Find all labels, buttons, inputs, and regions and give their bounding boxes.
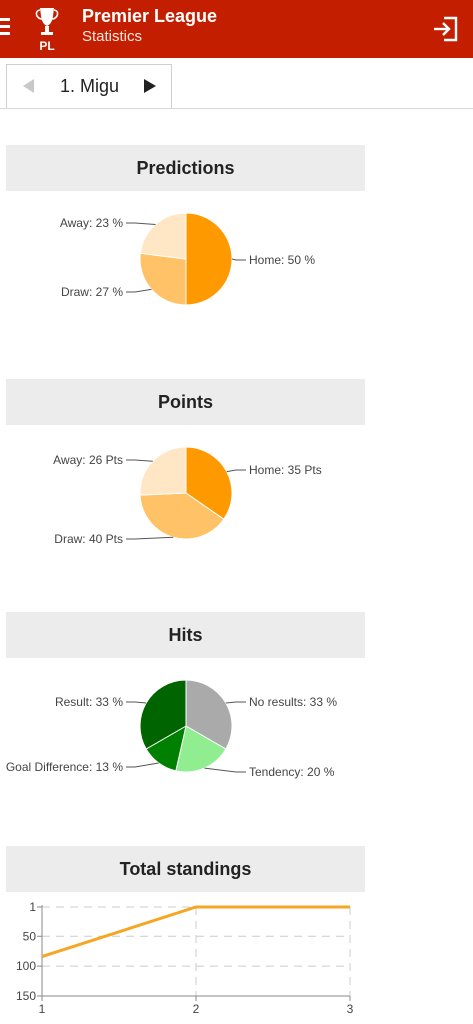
- slice-leader-line: [231, 258, 246, 261]
- app-subtitle: Statistics: [82, 28, 143, 45]
- tab-label: 1. Migu: [60, 76, 120, 96]
- standings-header: Total standings: [6, 846, 365, 892]
- trophy-icon: PL: [35, 8, 59, 52]
- slice-label: Away: 26 Pts: [53, 453, 123, 467]
- logo-text: PL: [39, 39, 54, 52]
- slice-label: Away: 23 %: [60, 216, 123, 230]
- points-pie-chart: Home: 35 Pts Draw: 40 Pts Away: 26 Pts: [53, 446, 322, 546]
- slice-label: No results: 33 %: [249, 695, 337, 709]
- pie-slice: [139, 446, 187, 496]
- y-tick-label: 100: [16, 959, 36, 973]
- tab-bar: 1. Migu: [0, 58, 473, 109]
- pie-slice: [139, 252, 187, 306]
- hits-header: Hits: [6, 612, 365, 658]
- slice-label: Draw: 40 Pts: [54, 532, 123, 546]
- slice-leader-line: [126, 222, 156, 225]
- slice-label: Tendency: 20 %: [249, 765, 335, 779]
- predictions-pie-chart: Home: 50 % Draw: 27 % Away: 23 %: [60, 212, 315, 306]
- standings-line: [41, 905, 350, 959]
- pie-slice: [139, 492, 225, 540]
- x-tick-label: 2: [193, 1002, 200, 1016]
- pie-slice: [139, 212, 187, 260]
- slice-leader-line: [126, 536, 174, 540]
- x-tick-label: 1: [39, 1002, 46, 1016]
- y-tick-label: 1: [29, 900, 36, 914]
- points-header: Points: [6, 379, 365, 425]
- slice-label: Draw: 27 %: [61, 285, 123, 299]
- slice-leader-line: [226, 469, 246, 473]
- slice-leader-line: [225, 701, 246, 704]
- triangle-left-icon[interactable]: [21, 78, 35, 94]
- slice-leader-line: [204, 767, 246, 773]
- login-icon[interactable]: [432, 15, 460, 43]
- slice-leader-line: [126, 459, 153, 462]
- x-tick-label: 3: [347, 1002, 354, 1016]
- slice-label: Home: 35 Pts: [249, 463, 322, 477]
- pie-slice: [185, 212, 233, 306]
- app-title: Premier League: [82, 6, 218, 26]
- slice-label: Goal Difference: 13 %: [6, 760, 124, 774]
- y-tick-label: 150: [16, 989, 36, 1003]
- triangle-right-icon[interactable]: [143, 78, 157, 94]
- menu-icon[interactable]: [0, 18, 12, 38]
- slice-leader-line: [126, 701, 147, 704]
- pie-slice: [139, 679, 187, 750]
- app-bar: PL Premier League Statistics: [0, 0, 473, 58]
- slice-label: Result: 33 %: [55, 695, 123, 709]
- pie-slice: [175, 725, 227, 773]
- pie-slice: [185, 679, 233, 750]
- predictions-header: Predictions: [6, 145, 365, 191]
- hits-pie-chart: No results: 33 % Tendency: 20 % Goal Diffe…: [6, 679, 337, 779]
- slice-label: Home: 50 %: [249, 253, 315, 267]
- tab-user[interactable]: 1. Migu: [6, 64, 172, 108]
- slice-leader-line: [126, 762, 159, 768]
- slice-leader-line: [126, 288, 152, 293]
- y-tick-label: 50: [23, 929, 37, 943]
